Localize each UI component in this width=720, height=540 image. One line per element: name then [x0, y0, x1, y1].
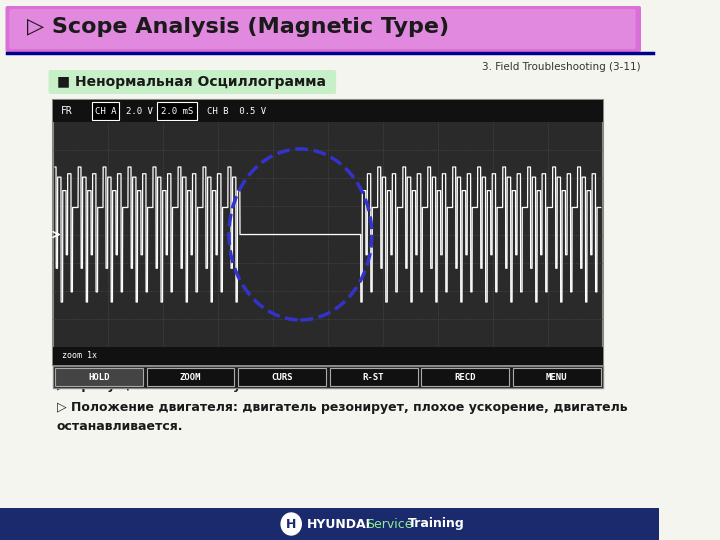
Bar — [53, 366, 603, 388]
FancyBboxPatch shape — [48, 70, 336, 94]
Text: ▷ Scope Analysis (Magnetic Type): ▷ Scope Analysis (Magnetic Type) — [27, 17, 449, 37]
Bar — [55, 368, 143, 386]
Bar — [0, 508, 660, 540]
Bar — [146, 368, 235, 386]
Bar — [421, 368, 509, 386]
Text: 3. Field Troubleshooting (3-11): 3. Field Troubleshooting (3-11) — [482, 62, 641, 72]
Bar — [238, 368, 326, 386]
Text: останавливается.: останавливается. — [57, 420, 184, 433]
Text: Training: Training — [408, 517, 464, 530]
Bar — [53, 347, 603, 365]
Bar — [330, 368, 418, 386]
Text: HOLD: HOLD — [88, 373, 109, 381]
Bar — [53, 100, 603, 365]
Text: HYUNDAI: HYUNDAI — [307, 517, 371, 530]
Bar — [91, 102, 119, 120]
Text: R-ST: R-ST — [363, 373, 384, 381]
Text: CURS: CURS — [271, 373, 293, 381]
Text: H: H — [286, 517, 297, 530]
Bar — [513, 368, 600, 386]
FancyBboxPatch shape — [6, 6, 641, 52]
Text: CH B  0.5 V: CH B 0.5 V — [207, 106, 266, 116]
Text: MENU: MENU — [546, 373, 567, 381]
Text: ▷ Пропущены сигналы зубьев: ▷ Пропущены сигналы зубьев — [57, 379, 274, 392]
Bar — [156, 102, 197, 120]
Circle shape — [281, 513, 301, 535]
Text: 2.0 mS: 2.0 mS — [161, 106, 193, 116]
Text: 2.0 V: 2.0 V — [127, 106, 153, 116]
Text: Service: Service — [366, 517, 413, 530]
Text: ZOOM: ZOOM — [180, 373, 201, 381]
Text: CH A: CH A — [94, 106, 116, 116]
Text: zoom 1x: zoom 1x — [62, 352, 97, 361]
Text: RECD: RECD — [454, 373, 476, 381]
Text: ■ Ненормальная Осциллограмма: ■ Ненормальная Осциллограмма — [57, 75, 325, 89]
FancyBboxPatch shape — [9, 9, 636, 49]
Text: ▷ Положение двигателя: двигатель резонирует, плохое ускорение, двигатель: ▷ Положение двигателя: двигатель резонир… — [57, 402, 627, 415]
Bar — [53, 100, 603, 122]
Text: FR: FR — [60, 106, 72, 116]
